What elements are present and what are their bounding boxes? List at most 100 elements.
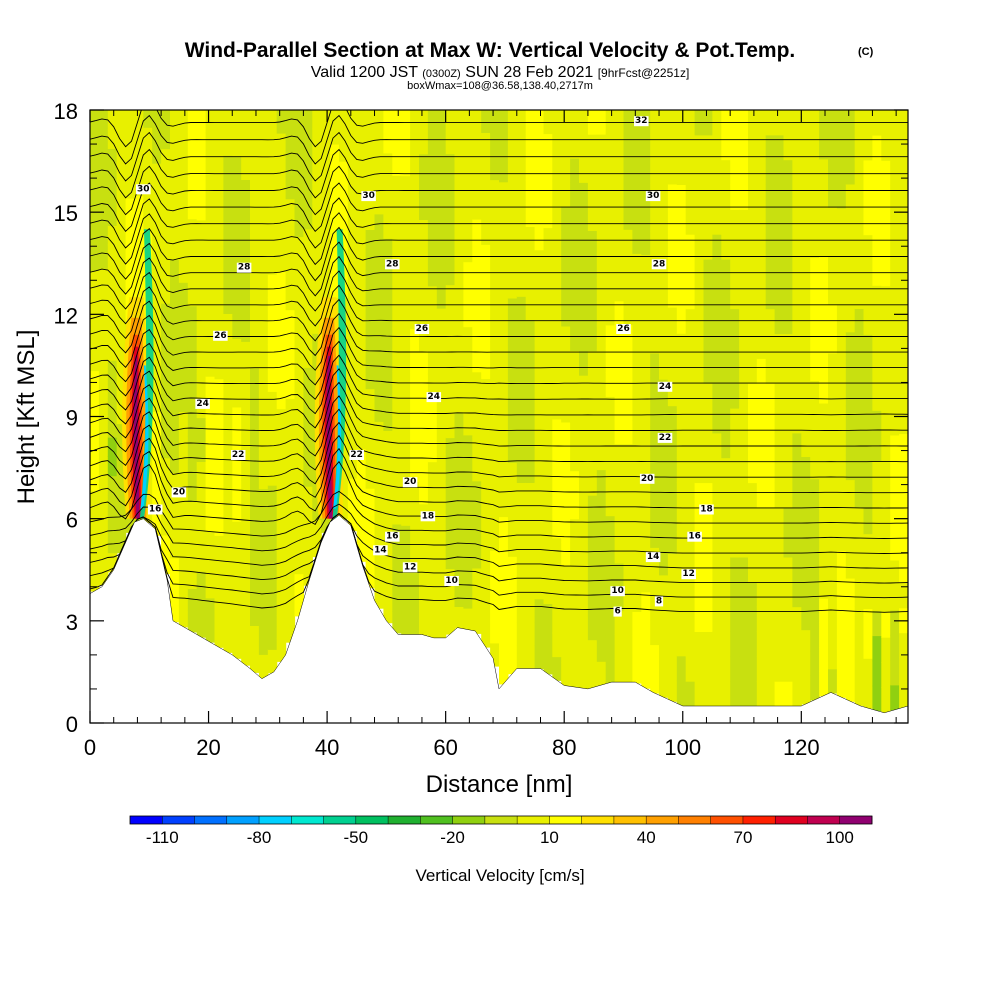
field-cell bbox=[401, 263, 411, 286]
field-cell bbox=[445, 350, 456, 373]
field-cell bbox=[481, 400, 491, 424]
field-cell bbox=[703, 457, 713, 484]
field-cell bbox=[685, 606, 696, 632]
field-cell bbox=[587, 591, 598, 617]
field-cell bbox=[321, 514, 331, 533]
field-cell bbox=[632, 133, 642, 159]
field-cell bbox=[676, 283, 687, 309]
field-cell bbox=[267, 297, 278, 322]
field-cell bbox=[232, 110, 242, 134]
field-cell bbox=[276, 133, 287, 157]
field-cell bbox=[756, 259, 767, 285]
field-cell bbox=[267, 485, 278, 510]
field-cell bbox=[454, 433, 464, 456]
field-cell bbox=[161, 477, 171, 497]
field-cell bbox=[454, 369, 464, 392]
field-cell bbox=[650, 668, 660, 694]
field-cell bbox=[801, 332, 811, 358]
field-cell bbox=[178, 433, 189, 456]
field-cell bbox=[454, 498, 464, 521]
field-cell bbox=[205, 509, 216, 532]
field-cell bbox=[116, 110, 127, 129]
field-cell bbox=[605, 515, 616, 541]
field-cell bbox=[534, 622, 545, 646]
field-cell bbox=[170, 493, 180, 516]
field-cell bbox=[570, 518, 580, 544]
field-cell bbox=[783, 259, 793, 285]
field-cell bbox=[694, 681, 705, 707]
field-cell bbox=[667, 454, 678, 481]
field-cell bbox=[676, 407, 687, 433]
field-cell bbox=[267, 321, 278, 345]
field-cell bbox=[774, 656, 785, 682]
field-cell bbox=[748, 358, 758, 384]
field-cell bbox=[507, 485, 518, 510]
field-cell bbox=[125, 180, 136, 199]
field-cell bbox=[116, 349, 127, 369]
field-cell bbox=[392, 110, 402, 133]
field-cell bbox=[543, 368, 553, 393]
field-cell bbox=[890, 609, 900, 636]
field-cell bbox=[445, 284, 456, 308]
field-cell bbox=[810, 159, 820, 185]
field-cell bbox=[854, 606, 865, 632]
field-cell bbox=[881, 361, 891, 387]
field-cell bbox=[276, 569, 287, 593]
field-cell bbox=[374, 213, 384, 236]
field-cell bbox=[383, 409, 393, 431]
field-cell bbox=[427, 197, 438, 221]
theta-contour-label-bg bbox=[645, 552, 661, 563]
field-cell bbox=[801, 233, 811, 259]
field-cell bbox=[836, 183, 847, 209]
field-cell bbox=[436, 351, 447, 375]
field-cell bbox=[276, 316, 287, 341]
field-cell bbox=[739, 134, 749, 161]
field-cell bbox=[765, 383, 776, 409]
field-cell bbox=[258, 417, 269, 442]
field-cell bbox=[836, 379, 847, 405]
colorbar-swatch bbox=[355, 816, 389, 824]
field-cell bbox=[214, 221, 224, 245]
field-cell bbox=[427, 241, 438, 265]
field-cell bbox=[685, 259, 696, 285]
field-cell bbox=[98, 307, 109, 329]
field-cell bbox=[712, 184, 722, 210]
field-cell bbox=[614, 610, 625, 635]
field-cell bbox=[410, 175, 420, 199]
field-cell bbox=[454, 563, 464, 586]
field-cell bbox=[267, 414, 278, 439]
field-cell bbox=[116, 239, 127, 259]
field-cell bbox=[250, 555, 260, 580]
field-cell bbox=[667, 282, 678, 308]
field-cell bbox=[792, 557, 802, 583]
field-cell bbox=[703, 656, 713, 682]
field-cell bbox=[374, 317, 384, 339]
field-cell bbox=[659, 525, 669, 551]
field-cell bbox=[659, 305, 669, 331]
field-cell bbox=[419, 416, 429, 439]
field-cell bbox=[828, 425, 838, 451]
field-cell bbox=[392, 153, 402, 176]
field-cell bbox=[356, 298, 367, 318]
field-cell bbox=[845, 405, 856, 431]
field-cell bbox=[579, 567, 589, 593]
theta-contour-label: 20 bbox=[641, 474, 654, 484]
field-cell bbox=[570, 422, 580, 448]
field-cell bbox=[392, 393, 402, 416]
field-cell bbox=[872, 410, 882, 436]
field-cell bbox=[623, 253, 633, 278]
field-cell bbox=[303, 110, 313, 131]
field-cell bbox=[730, 432, 740, 459]
field-cell bbox=[579, 206, 589, 232]
theta-contour-label: 26 bbox=[214, 331, 227, 341]
field-cell bbox=[623, 133, 633, 159]
field-cell bbox=[570, 614, 580, 640]
field-cell bbox=[347, 180, 358, 199]
field-cell bbox=[756, 656, 767, 682]
field-cell bbox=[756, 581, 767, 608]
field-cell bbox=[116, 405, 127, 425]
field-cell bbox=[365, 408, 376, 429]
field-cell bbox=[748, 209, 758, 235]
field-cell bbox=[356, 429, 367, 449]
